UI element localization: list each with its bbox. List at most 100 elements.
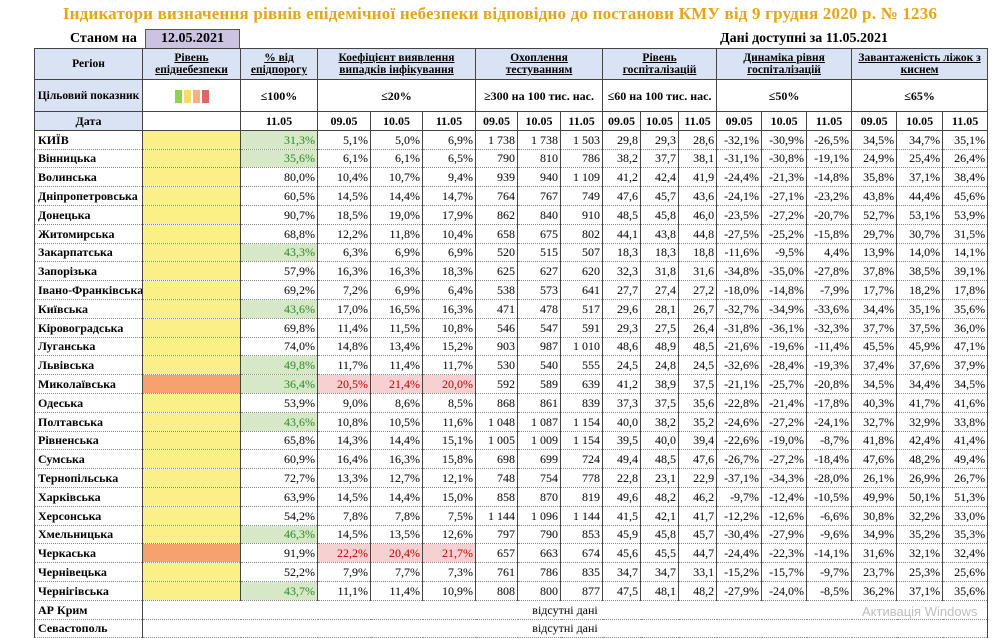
hosp-dynamics-cell: -15,8% — [806, 223, 853, 244]
oxygen-beds-cell: 37,9% — [942, 355, 989, 376]
hosp-cell: 38,9 — [640, 374, 680, 394]
oxygen-beds-cell: 17,8% — [942, 280, 989, 300]
hosp-cell: 28,6 — [678, 129, 718, 150]
testing-cell: 657 — [475, 543, 519, 564]
testing-cell: 540 — [517, 355, 562, 376]
testing-cell: 641 — [560, 280, 604, 300]
level-cell — [142, 411, 241, 432]
pct-threshold-cell: 36,4% — [240, 374, 318, 394]
date-dyn-1: 09.05 — [716, 111, 763, 131]
hosp-dynamics-cell: -11,4% — [806, 336, 853, 357]
level-cell — [142, 317, 241, 338]
oxygen-beds-cell: 35,1% — [896, 298, 944, 319]
hosp-cell: 24,8 — [640, 355, 680, 376]
hosp-cell: 29,3 — [602, 317, 642, 338]
oxygen-beds-cell: 50,1% — [896, 486, 944, 507]
date-testing-2: 10.05 — [517, 111, 562, 131]
table-row: КИЇВ 31,3% 5,1% 5,0% 6,9% 1 738 1 738 1 503 29,8… — [34, 129, 989, 150]
oxygen-beds-cell: 36,2% — [851, 580, 898, 601]
pct-threshold-cell: 53,9% — [240, 392, 318, 413]
pct-threshold-cell: 43,3% — [240, 242, 318, 263]
date-hosp-1: 09.05 — [602, 111, 642, 131]
testing-cell: 877 — [560, 580, 604, 601]
detection-cell: 10,8% — [421, 317, 477, 338]
testing-cell: 1 144 — [560, 505, 604, 526]
testing-cell: 861 — [517, 392, 562, 413]
hosp-dynamics-cell: -22,6% — [716, 430, 763, 451]
testing-cell: 1 109 — [560, 167, 604, 188]
oxygen-beds-cell: 25,3% — [896, 562, 944, 582]
hosp-dynamics-cell: -19,1% — [806, 148, 853, 169]
date-detection-3: 11.05 — [421, 111, 477, 131]
detection-cell: 6,3% — [317, 242, 371, 263]
detection-cell: 15,8% — [421, 449, 477, 470]
hosp-dynamics-cell: -14,8% — [761, 280, 808, 300]
testing-cell: 835 — [560, 562, 604, 582]
region-name: Чернівецька — [34, 562, 143, 582]
hosp-cell: 48,5 — [640, 449, 680, 470]
header-oxygen-beds: Завантаженість ліжок з киснем — [851, 48, 989, 80]
testing-cell: 939 — [475, 167, 519, 188]
detection-cell: 7,2% — [317, 280, 371, 300]
hosp-cell: 48,6 — [602, 336, 642, 357]
hosp-dynamics-cell: -15,2% — [716, 562, 763, 582]
testing-cell: 1 154 — [560, 430, 604, 451]
detection-cell: 18,3% — [421, 261, 477, 282]
detection-cell: 21,4% — [370, 374, 423, 394]
hosp-dynamics-cell: -37,1% — [716, 468, 763, 488]
hosp-cell: 48,2 — [640, 486, 680, 507]
table-row: Вінницька 35,6% 6,1% 6,1% 6,5% 790 810 786 38,2 3… — [34, 148, 989, 169]
region-name: Житомирська — [34, 223, 143, 244]
oxygen-beds-cell: 18,2% — [896, 280, 944, 300]
date-pct: 11.05 — [240, 111, 318, 131]
testing-cell: 507 — [560, 242, 604, 263]
hosp-dynamics-cell: -27,2% — [761, 411, 808, 432]
detection-cell: 7,3% — [421, 562, 477, 582]
oxygen-beds-cell: 34,5% — [851, 374, 898, 394]
testing-cell: 987 — [517, 336, 562, 357]
testing-cell: 1 005 — [475, 430, 519, 451]
hosp-cell: 45,8 — [640, 204, 680, 225]
pct-threshold-cell: 49,8% — [240, 355, 318, 376]
region-name: Вінницька — [34, 148, 143, 169]
hosp-dynamics-cell: -11,6% — [716, 242, 763, 263]
table-row-no-data: Севастополь відсутні дані — [34, 618, 989, 638]
region-name: Івано-Франківська — [34, 280, 143, 300]
testing-cell: 1 503 — [560, 129, 604, 150]
detection-cell: 15,1% — [421, 430, 477, 451]
oxygen-beds-cell: 33,8% — [942, 411, 989, 432]
oxygen-beds-cell: 35,6% — [942, 298, 989, 319]
detection-cell: 12,1% — [421, 468, 477, 488]
testing-cell: 767 — [517, 186, 562, 206]
hosp-cell: 22,8 — [602, 468, 642, 488]
hosp-dynamics-cell: -31,8% — [716, 317, 763, 338]
detection-cell: 11,4% — [370, 355, 423, 376]
level-cell — [142, 449, 241, 470]
hosp-cell: 29,3 — [640, 129, 680, 150]
oxygen-beds-cell: 38,5% — [896, 261, 944, 282]
detection-cell: 16,4% — [317, 449, 371, 470]
region-name: Харківська — [34, 486, 143, 507]
hosp-cell: 37,5 — [640, 392, 680, 413]
hosp-cell: 32,3 — [602, 261, 642, 282]
oxygen-beds-cell: 26,7% — [942, 468, 989, 488]
detection-cell: 21,7% — [421, 543, 477, 564]
hosp-dynamics-cell: -21,1% — [716, 374, 763, 394]
table-row: Херсонська 54,2% 7,8% 7,8% 7,5% 1 144 1 096 1 1… — [34, 505, 989, 526]
oxygen-beds-cell: 45,5% — [851, 336, 898, 357]
hosp-dynamics-cell: -32,3% — [806, 317, 853, 338]
hosp-dynamics-cell: -35,0% — [761, 261, 808, 282]
region-name: Чернігівська — [34, 580, 143, 601]
hosp-dynamics-cell: -27,2% — [761, 204, 808, 225]
hosp-dynamics-cell: -19,0% — [761, 430, 808, 451]
hosp-dynamics-cell: -9,7% — [716, 486, 763, 507]
oxygen-beds-cell: 44,4% — [896, 186, 944, 206]
oxygen-beds-cell: 40,3% — [851, 392, 898, 413]
hosp-cell: 46,2 — [678, 486, 718, 507]
date-detection-1: 09.05 — [317, 111, 371, 131]
testing-cell: 800 — [517, 580, 562, 601]
hosp-dynamics-cell: -27,2% — [761, 449, 808, 470]
hosp-cell: 41,2 — [602, 374, 642, 394]
table-row: Луганська 74,0% 14,8% 13,4% 15,2% 903 987 1 010… — [34, 336, 989, 357]
hosp-dynamics-cell: -22,3% — [761, 543, 808, 564]
